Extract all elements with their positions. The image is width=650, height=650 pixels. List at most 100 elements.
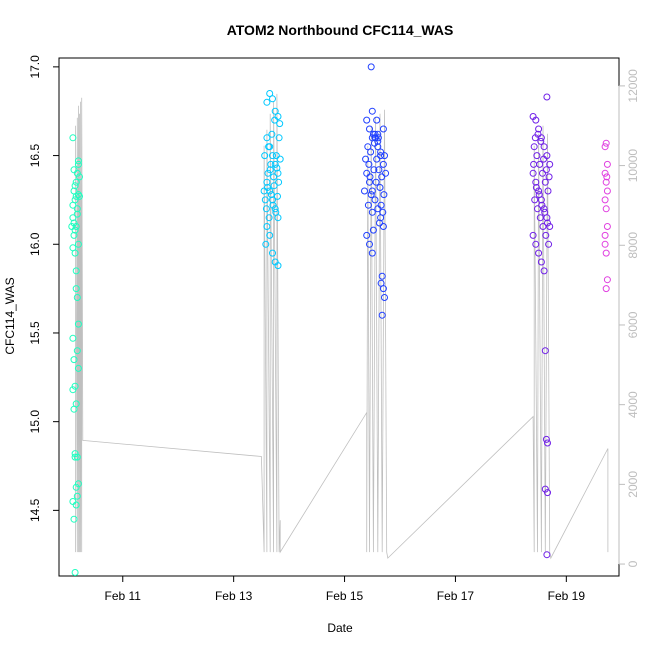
altitude-trace-line <box>75 93 609 560</box>
data-point <box>540 155 548 163</box>
data-point <box>377 279 385 287</box>
data-point <box>541 485 549 493</box>
data-point <box>370 166 378 174</box>
data-point <box>368 208 376 216</box>
data-point <box>69 201 77 209</box>
data-point <box>361 187 368 195</box>
data-point <box>271 116 279 124</box>
data-point <box>268 130 276 138</box>
data-point <box>529 169 537 177</box>
data-point <box>69 134 77 142</box>
data-point <box>73 347 81 355</box>
data-point <box>72 223 80 230</box>
data-point <box>380 191 388 199</box>
data-point <box>529 231 537 239</box>
data-point <box>544 187 552 195</box>
y2-tick-label: 12000 <box>626 69 640 103</box>
data-point <box>267 191 275 199</box>
x-tick-label: Feb 11 <box>105 589 142 603</box>
data-point <box>534 130 542 138</box>
series-2 <box>361 63 390 319</box>
data-point <box>71 450 79 458</box>
y-tick-label: 17.0 <box>28 55 42 79</box>
data-point <box>366 178 373 186</box>
data-point <box>266 166 274 174</box>
data-point <box>602 205 610 213</box>
data-point <box>369 130 377 138</box>
data-point <box>366 240 373 248</box>
data-point <box>377 152 385 160</box>
data-point <box>377 148 385 156</box>
data-point <box>273 164 281 172</box>
data-point <box>72 267 80 275</box>
data-point <box>263 223 271 230</box>
data-point <box>262 205 270 213</box>
data-point <box>532 240 540 248</box>
data-point <box>540 267 548 275</box>
data-point <box>69 334 77 342</box>
data-point <box>69 386 77 394</box>
data-point <box>602 249 610 257</box>
data-point <box>272 152 280 160</box>
data-point <box>364 143 372 151</box>
data-point <box>535 249 543 257</box>
data-point <box>72 192 80 200</box>
data-point <box>372 178 380 186</box>
data-point <box>544 219 551 227</box>
data-point <box>263 178 271 186</box>
data-point <box>376 219 383 227</box>
data-point <box>72 501 80 509</box>
y-tick-label: 15.0 <box>28 410 42 434</box>
data-point <box>542 231 550 239</box>
x-tick-label: Feb 13 <box>215 589 253 603</box>
data-point <box>373 116 381 124</box>
data-point <box>363 169 371 177</box>
data-point <box>381 152 388 160</box>
data-point <box>537 137 545 145</box>
data-point <box>603 173 611 181</box>
data-point <box>378 173 386 181</box>
data-point <box>71 182 79 190</box>
data-point <box>367 191 375 199</box>
data-point <box>274 169 282 177</box>
data-point <box>601 169 609 177</box>
data-point <box>71 569 79 576</box>
series-0 <box>68 134 83 576</box>
data-point <box>545 173 553 181</box>
data-point <box>71 382 79 390</box>
data-point <box>546 223 554 230</box>
data-point <box>275 178 283 186</box>
data-point <box>603 276 611 284</box>
data-point <box>263 98 271 106</box>
y2-tick-label: 10000 <box>626 149 640 183</box>
data-point <box>379 208 387 216</box>
data-point <box>69 244 77 252</box>
data-point <box>365 160 373 168</box>
data-point <box>276 120 284 128</box>
data-point <box>73 294 81 301</box>
data-point <box>535 125 543 133</box>
data-point <box>601 231 609 239</box>
x-tick-label: Feb 17 <box>437 589 475 603</box>
data-point <box>373 155 381 163</box>
y-tick-label: 16.5 <box>28 144 42 168</box>
data-point <box>363 116 371 124</box>
data-point <box>534 205 541 213</box>
data-point <box>74 364 82 372</box>
data-point <box>264 184 271 191</box>
data-point <box>603 187 611 195</box>
data-point <box>544 489 551 497</box>
y-axis-label: CFC114_WAS <box>3 277 17 354</box>
data-point <box>379 160 387 168</box>
data-point <box>368 107 376 115</box>
data-point <box>536 160 544 168</box>
data-point <box>381 294 388 301</box>
data-point <box>545 240 553 248</box>
data-point <box>374 130 382 138</box>
data-point <box>543 152 551 160</box>
data-point <box>371 196 379 204</box>
y2-tick-label: 4000 <box>626 391 640 418</box>
data-point <box>541 178 549 186</box>
data-point <box>271 107 279 115</box>
